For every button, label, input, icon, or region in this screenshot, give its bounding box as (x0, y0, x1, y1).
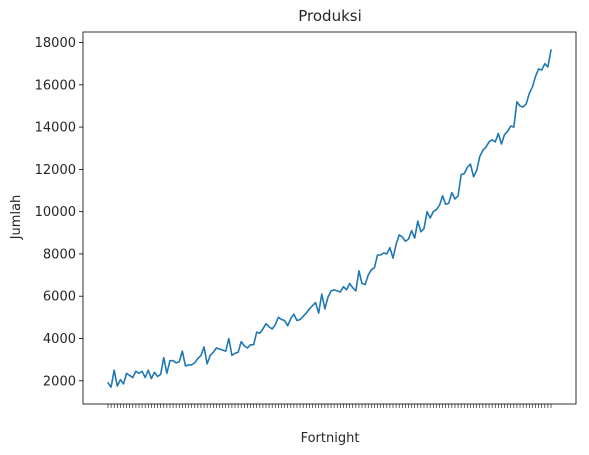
y-axis-ticks: 2000 4000 6000 8000 10000 12000 14000 16000 1800… (35, 36, 83, 389)
x-axis-label: Fortnight (301, 431, 360, 446)
y-tick-label: 2000 (43, 374, 76, 389)
y-tick-label: 14000 (35, 121, 76, 136)
y-tick-label: 4000 (43, 332, 76, 347)
y-tick-label: 8000 (43, 247, 76, 262)
y-axis-label: Jumlah (9, 195, 24, 241)
y-tick-label: 10000 (35, 205, 76, 220)
chart-title: Produksi (298, 7, 362, 25)
y-tick-label: 6000 (43, 290, 76, 305)
y-tick-label: 12000 (35, 163, 76, 178)
plot-area: 2000 4000 6000 8000 10000 12000 14000 16000 1800… (35, 31, 577, 408)
y-tick-label: 18000 (35, 36, 76, 51)
plot-frame (82, 31, 577, 405)
y-tick-label: 16000 (35, 78, 76, 93)
series-line (107, 49, 552, 388)
x-axis-ticks (107, 404, 552, 408)
